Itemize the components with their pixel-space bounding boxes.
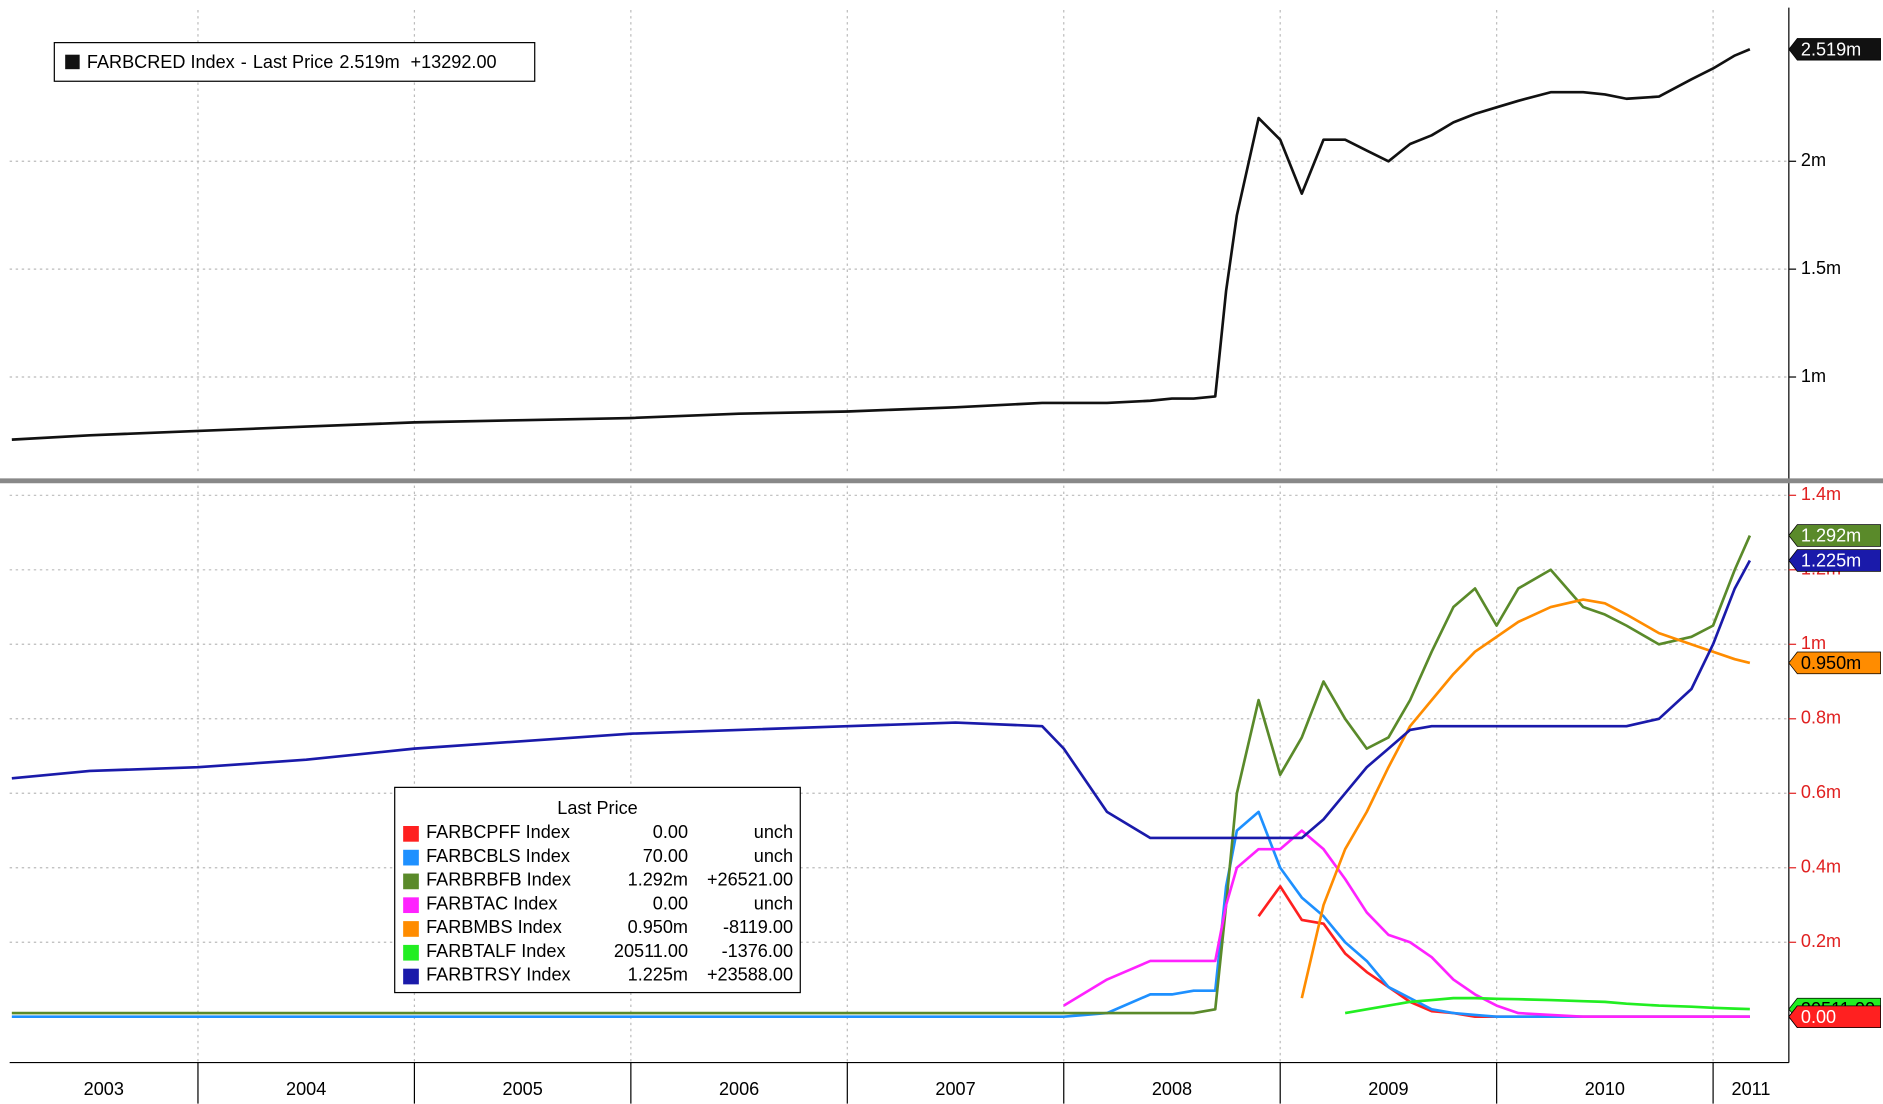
legend-swatch [403, 944, 419, 961]
series-line [1344, 996, 1750, 1015]
x-tick-label: 2003 [84, 1079, 124, 1099]
last-price-tag-label: 1.292m [1801, 526, 1861, 546]
y-tick-label: 0.6m [1801, 782, 1841, 802]
legend-change: unch [754, 822, 793, 842]
legend-swatch [403, 849, 419, 866]
legend-text: Last Price [253, 52, 333, 72]
legend-change: -1376.00 [722, 941, 793, 961]
legend-last: 1.225m [628, 965, 688, 985]
last-price-tag [1788, 651, 1881, 675]
x-tick-label: 2011 [1732, 1079, 1771, 1099]
x-tick-label: 2006 [719, 1079, 759, 1099]
legend-change: unch [754, 846, 793, 866]
last-price-tag-label: 0.950m [1801, 653, 1861, 673]
last-price-tag-label: 0.00 [1801, 1007, 1836, 1027]
legend-text: FARBCRED Index [87, 52, 235, 72]
y-tick-label: 0.2m [1801, 931, 1841, 951]
series-line [11, 535, 1752, 1015]
legend-change: +26521.00 [707, 870, 793, 890]
legend-last: 0.00 [653, 822, 688, 842]
legend-last: 0.00 [653, 893, 688, 913]
y-tick-label: 1m [1801, 366, 1826, 386]
series-line [11, 559, 1752, 840]
legend-swatch [403, 897, 419, 914]
legend-title: Last Price [557, 798, 637, 818]
legend-name: FARBRBFB Index [426, 870, 571, 890]
y-tick-label: 0.4m [1801, 857, 1841, 877]
last-price-tag [1788, 549, 1881, 572]
legend-name: FARBCPFF Index [426, 822, 570, 842]
last-price-tag [1788, 1005, 1881, 1028]
legend-name: FARBCBLS Index [426, 846, 570, 866]
legend-last: 0.950m [628, 917, 688, 937]
x-tick-label: 2007 [935, 1079, 975, 1099]
y-tick-label: 1.5m [1801, 258, 1841, 278]
legend-last: 1.292m [628, 870, 688, 890]
x-tick-label: 2005 [503, 1079, 543, 1099]
legend-last: 70.00 [643, 846, 688, 866]
last-price-tag [1788, 524, 1881, 547]
y-tick-label: 0.8m [1801, 708, 1841, 728]
legend-name: FARBTALF Index [426, 941, 565, 961]
legend-name: FARBMBS Index [426, 917, 562, 937]
legend-swatch [65, 54, 80, 70]
legend-box [394, 786, 801, 994]
legend-text: - [241, 52, 247, 72]
legend-change: -8119.00 [723, 917, 793, 937]
legend-text: +13292.00 [411, 52, 497, 72]
series-line [1063, 829, 1750, 1019]
legend-swatch [403, 921, 419, 937]
last-price-tag-label: 2.519m [1801, 39, 1861, 59]
x-tick-label: 2010 [1585, 1079, 1625, 1099]
x-tick-label: 2008 [1152, 1079, 1192, 1099]
legend-box [53, 42, 536, 82]
legend-last: 20511.00 [614, 941, 688, 961]
legend-change: unch [754, 893, 793, 913]
y-tick-label: 2m [1801, 150, 1826, 170]
legend-name: FARBTRSY Index [426, 965, 570, 985]
x-tick-label: 2009 [1368, 1079, 1408, 1099]
legend-text: 2.519m [339, 52, 399, 72]
series-line [11, 48, 1751, 441]
x-tick-label: 2004 [286, 1079, 326, 1099]
legend-change: +23588.00 [707, 965, 793, 985]
legend-swatch [403, 873, 419, 890]
last-price-tag [1788, 38, 1881, 61]
y-tick-label: 1.4m [1801, 484, 1841, 504]
last-price-tag-label: 1.225m [1801, 550, 1861, 570]
legend-swatch [403, 968, 419, 985]
legend-swatch [403, 826, 419, 842]
series-line [1300, 598, 1751, 999]
y-tick-label: 1m [1801, 633, 1826, 653]
legend-name: FARBTAC Index [426, 893, 557, 913]
legend-entry: FARBCRED Index - Last Price 2.519m +13292.00 [87, 52, 497, 72]
